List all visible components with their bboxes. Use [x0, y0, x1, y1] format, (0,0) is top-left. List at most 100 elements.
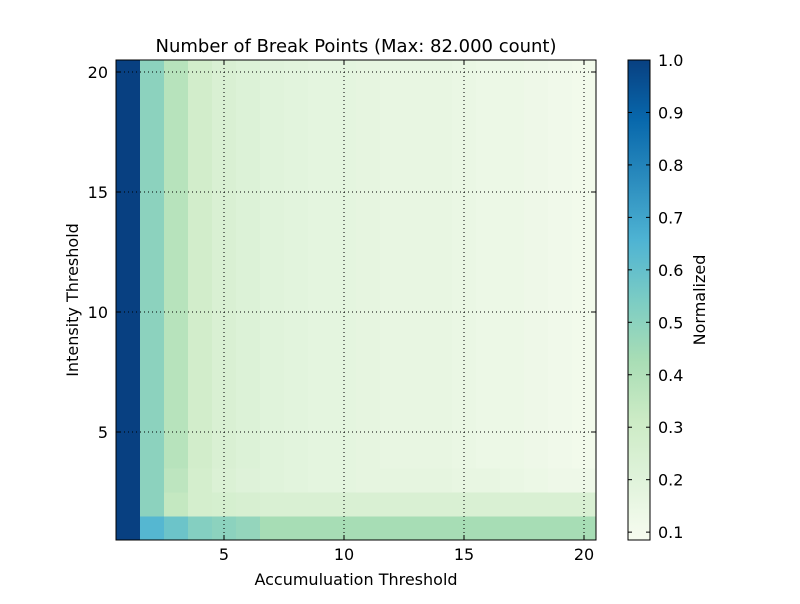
heatmap-cell [500, 444, 525, 469]
heatmap-cell [260, 516, 285, 541]
heatmap-cell [404, 324, 429, 349]
heatmap-cell [140, 324, 165, 349]
heatmap-cell [476, 156, 501, 181]
heatmap-cell [308, 468, 333, 493]
heatmap-cell [476, 372, 501, 397]
heatmap-cell [308, 492, 333, 517]
heatmap-cell [308, 228, 333, 253]
heatmap-cell [188, 156, 213, 181]
heatmap-cell [164, 492, 189, 517]
heatmap-cell [164, 228, 189, 253]
heatmap-cell [116, 372, 141, 397]
heatmap-cell [116, 444, 141, 469]
heatmap-cell [548, 396, 573, 421]
heatmap-cell [356, 348, 381, 373]
heatmap-cell [476, 252, 501, 277]
x-tick-label: 10 [334, 545, 354, 564]
heatmap-cell [116, 492, 141, 517]
heatmap-cell [380, 156, 405, 181]
heatmap-cell [500, 228, 525, 253]
heatmap-cell [260, 108, 285, 133]
heatmap-cell [164, 444, 189, 469]
heatmap-cell [140, 156, 165, 181]
heatmap-cell [404, 228, 429, 253]
heatmap-cell [548, 348, 573, 373]
heatmap-cell [380, 252, 405, 277]
heatmap-cell [236, 372, 261, 397]
heatmap-cell [500, 396, 525, 421]
heatmap-cell [188, 348, 213, 373]
heatmap-cell [116, 108, 141, 133]
colorbar-tick-label: 0.1 [658, 523, 683, 542]
colorbar-ticks: 0.1 0.2 0.3 0.4 0.5 0.6 0.7 0.8 0.9 1.0 [628, 51, 683, 542]
heatmap-cell [260, 372, 285, 397]
heatmap-cell [476, 204, 501, 229]
heatmap-cell [308, 396, 333, 421]
heatmap-cell [284, 372, 309, 397]
y-tick-label: 10 [88, 303, 108, 322]
heatmap-cell [356, 468, 381, 493]
heatmap-cell [500, 156, 525, 181]
heatmap-cell [476, 468, 501, 493]
heatmap-cell [140, 84, 165, 109]
heatmap-cell [260, 324, 285, 349]
heatmap-cell [404, 444, 429, 469]
heatmap-cell [284, 468, 309, 493]
heatmap-cell [548, 108, 573, 133]
heatmap-cell [524, 156, 549, 181]
heatmap-cell [524, 516, 549, 541]
heatmap-cell [524, 324, 549, 349]
heatmap-cell [476, 444, 501, 469]
heatmap-cell [236, 252, 261, 277]
heatmap-cell [140, 372, 165, 397]
heatmap-cell [356, 492, 381, 517]
heatmap-cell [260, 132, 285, 157]
heatmap-cell [524, 372, 549, 397]
plot-frame [115, 59, 597, 541]
colorbar-tick-label: 0.5 [658, 313, 683, 332]
heatmap-cell [260, 468, 285, 493]
y-axis-label: Intensity Threshold [63, 223, 82, 377]
colorbar-tick-label: 0.6 [658, 261, 683, 280]
heatmap-cell [476, 84, 501, 109]
heatmap-cell [356, 516, 381, 541]
heatmap-cell [380, 204, 405, 229]
heatmap-cell [284, 252, 309, 277]
heatmap-cell [428, 156, 453, 181]
heatmap-cell [548, 252, 573, 277]
heatmap-cell [236, 468, 261, 493]
heatmap-cell [260, 444, 285, 469]
heatmap-cell [140, 396, 165, 421]
heatmap-cell [404, 252, 429, 277]
x-tick-label: 20 [574, 545, 594, 564]
heatmap-cell [284, 132, 309, 157]
heatmap-cell [548, 468, 573, 493]
heatmap-cell [236, 324, 261, 349]
heatmap-cell [356, 228, 381, 253]
heatmap-cell [188, 468, 213, 493]
heatmap-cell [140, 228, 165, 253]
heatmap-cell [140, 444, 165, 469]
heatmap-cell [140, 348, 165, 373]
colorbar-tick-label: 0.9 [658, 103, 683, 122]
heatmap-cell [140, 132, 165, 157]
heatmap-cell [428, 516, 453, 541]
heatmap-cell [356, 132, 381, 157]
heatmap-cell [428, 396, 453, 421]
heatmap-cell [140, 108, 165, 133]
heatmap-cell [524, 444, 549, 469]
colorbar [627, 59, 651, 541]
heatmap-cell [164, 276, 189, 301]
heatmap-cell [404, 108, 429, 133]
heatmap-cell [308, 348, 333, 373]
heatmap-cell [404, 468, 429, 493]
heatmap-cell [524, 468, 549, 493]
heatmap-cell [236, 348, 261, 373]
heatmap-cell [188, 252, 213, 277]
heatmap-cell [284, 324, 309, 349]
y-tick-label: 5 [98, 423, 108, 442]
heatmap-cell [236, 108, 261, 133]
heatmap-cell [308, 324, 333, 349]
y-axis-ticks: 5 10 15 20 [88, 63, 596, 442]
